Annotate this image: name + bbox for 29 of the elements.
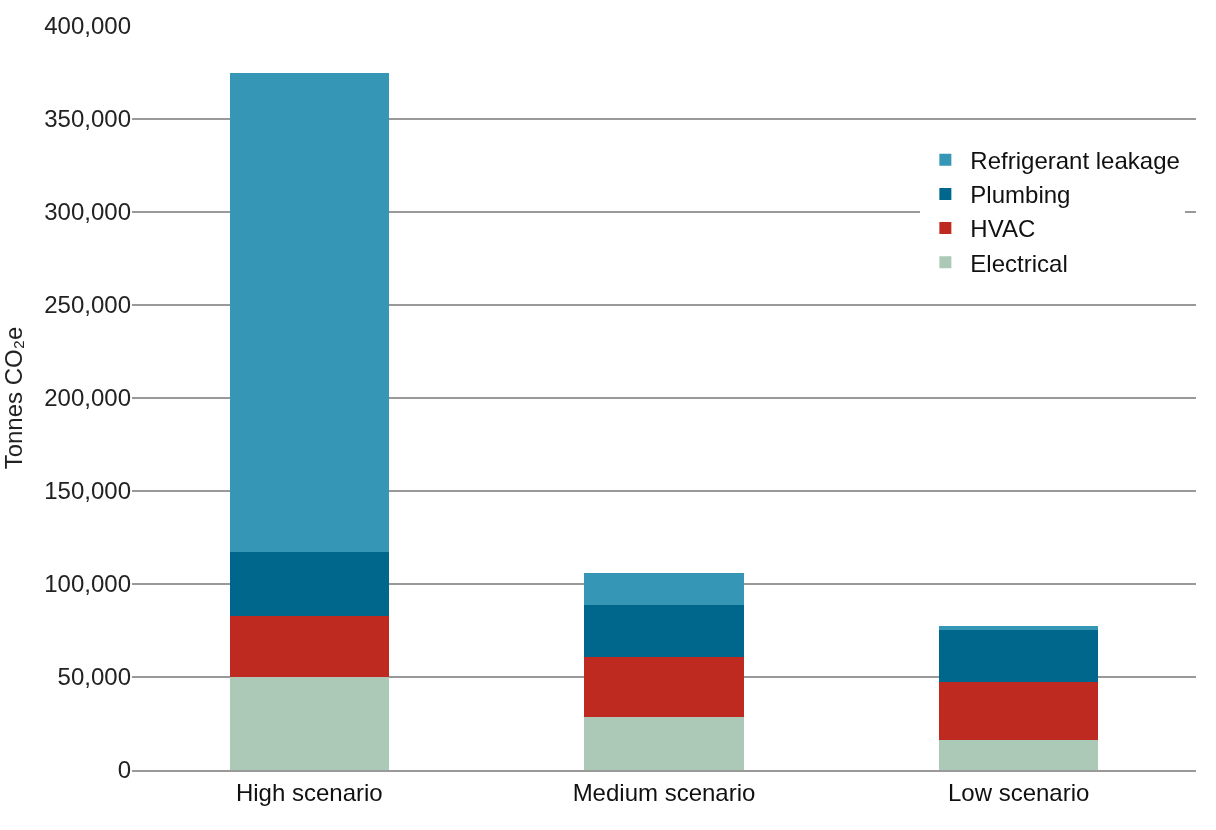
bar <box>229 615 390 677</box>
bar <box>584 716 744 770</box>
y-tick-label: 300,000 <box>44 198 131 226</box>
bar <box>584 605 744 658</box>
bar <box>584 572 744 606</box>
bar <box>938 681 1099 741</box>
bar <box>229 677 390 770</box>
legend-label: Plumbing <box>970 181 1071 209</box>
y-axis-title: Tonnes CO₂e <box>0 326 27 470</box>
legend-label: Refrigerant leakage <box>970 147 1180 175</box>
y-tick-label: 250,000 <box>44 291 131 319</box>
bar <box>229 552 390 616</box>
x-tick-label: Medium scenario <box>572 778 756 806</box>
bar <box>938 625 1099 630</box>
y-tick-label: 100,000 <box>44 570 131 598</box>
x-tick-label: Low scenario <box>947 778 1090 806</box>
bar <box>229 72 390 553</box>
legend-label: HVAC <box>970 215 1036 243</box>
y-tick-label: 50,000 <box>57 663 131 691</box>
legend-label: Electrical <box>970 249 1068 277</box>
y-tick-label: 350,000 <box>44 105 131 133</box>
bar <box>938 629 1099 682</box>
y-tick-label: 400,000 <box>44 12 131 40</box>
x-tick-label: High scenario <box>235 778 383 806</box>
y-tick-label: 150,000 <box>44 477 131 505</box>
bar <box>938 740 1099 770</box>
y-tick-label: 200,000 <box>44 384 131 412</box>
y-tick-label: 0 <box>117 756 131 784</box>
bar <box>584 657 744 717</box>
